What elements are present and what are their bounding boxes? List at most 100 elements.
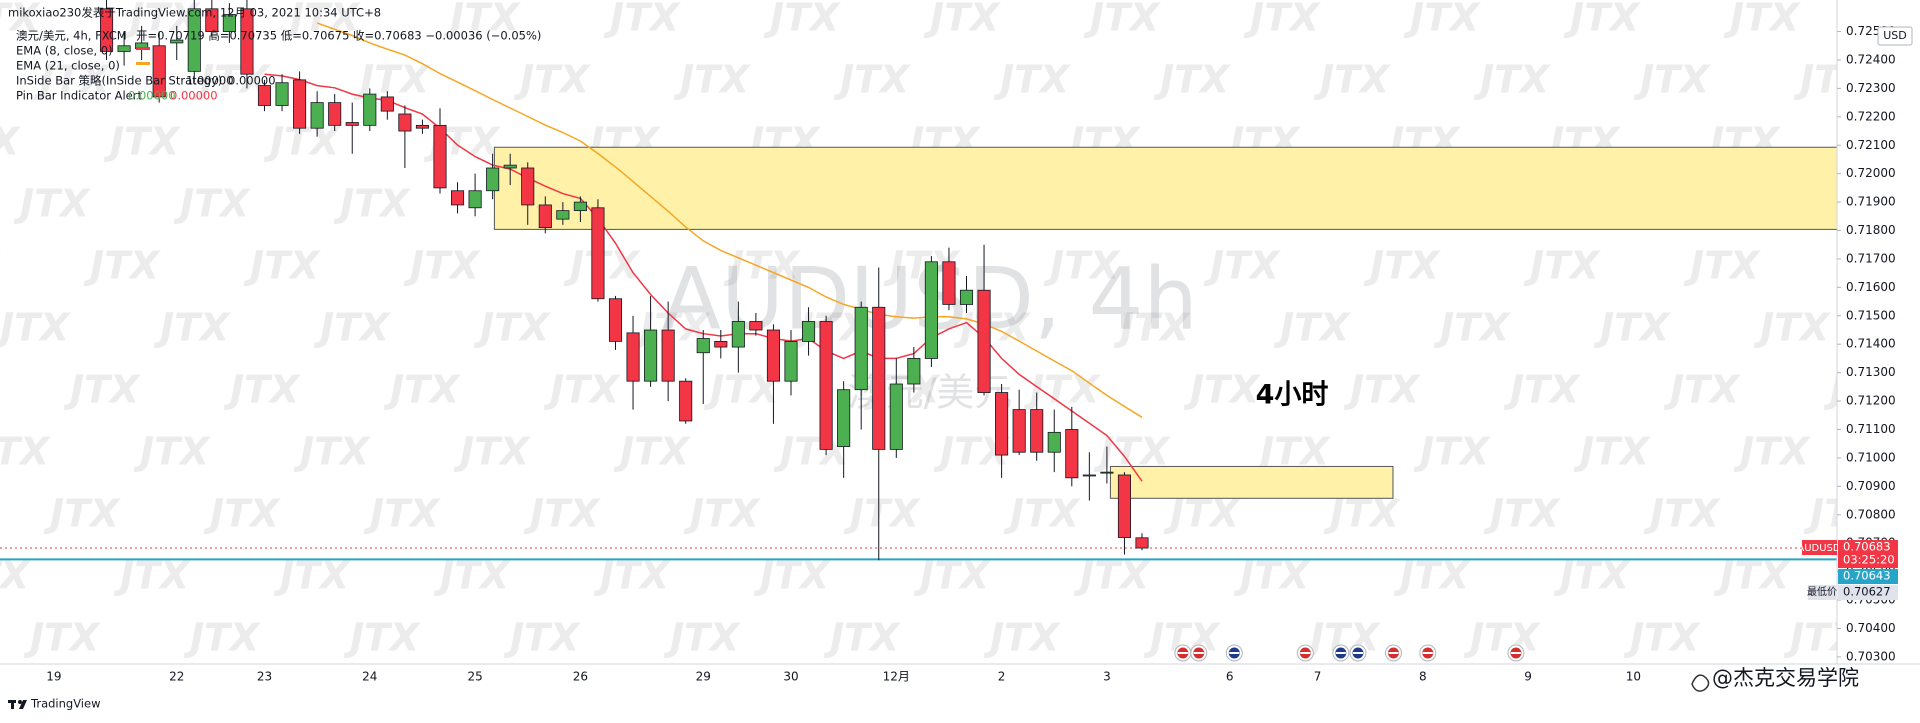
watermark-logo: JTX	[133, 430, 211, 474]
symbol-tag	[1802, 540, 1837, 556]
watermark-logo: JTX	[1723, 0, 1801, 40]
watermark-logo: JTX	[663, 616, 741, 660]
indicator-value: 0.00000	[228, 74, 276, 88]
author-icon	[1691, 674, 1710, 692]
low-tag-value: 0.70627	[1843, 585, 1891, 599]
candle-body	[310, 102, 324, 129]
candle-body	[661, 329, 675, 382]
watermark-logo: JTX	[473, 306, 551, 350]
symbol-tag-label: AUDUSD	[1797, 543, 1841, 554]
x-tick-label: 8	[1419, 670, 1427, 684]
candle-body	[977, 289, 991, 393]
x-tick-label: 3	[1103, 670, 1111, 684]
candle-body	[1047, 431, 1061, 453]
candle-body	[450, 190, 465, 206]
candle-body	[222, 14, 236, 32]
watermark-logo: JTX	[1753, 306, 1831, 350]
candle-body	[556, 210, 570, 220]
event-flag-stripe	[1177, 652, 1188, 654]
logo-shape	[18, 700, 22, 704]
h-line-tag	[1838, 569, 1898, 585]
indicator-value: 0.00000	[170, 89, 218, 103]
y-tick-label: 0.72100	[1846, 138, 1896, 152]
candle-body	[907, 358, 921, 385]
watermark-logo: JTX	[1413, 430, 1491, 474]
candle-body	[872, 306, 886, 450]
watermark-logo: JTX	[343, 616, 421, 660]
legend-entry: EMA (21, close, 0)	[16, 59, 120, 73]
watermark-logo: JTX	[843, 492, 921, 536]
candle-body	[766, 329, 780, 382]
y-tick-label: 0.72300	[1846, 81, 1896, 95]
y-tick-label: 0.70300	[1846, 649, 1896, 663]
x-tick-label: 26	[573, 670, 588, 684]
event-flag-stripe	[1510, 652, 1521, 654]
watermark-logo: JTX	[1503, 368, 1581, 412]
watermark-logo: JTX	[1523, 244, 1601, 288]
watermark-logo: JTX	[1183, 368, 1261, 412]
watermark-logo: JTX	[1473, 58, 1551, 102]
x-tick-label: 29	[696, 670, 711, 684]
event-flag-stripe	[1335, 652, 1346, 654]
watermark-logo: JTX	[1113, 306, 1191, 350]
candle-body	[170, 39, 184, 44]
publisher: mikoxiao230发表于TradingView.com, 12月 03, 2…	[8, 6, 381, 20]
author-icon-shape	[1691, 674, 1710, 692]
candle-body	[696, 338, 710, 354]
x-tick-label: 2	[998, 670, 1006, 684]
watermark-logo: JTX	[443, 0, 521, 40]
watermark-logo: JTX	[173, 182, 251, 226]
candle-body	[152, 45, 166, 98]
watermark-logo: JTX	[603, 0, 681, 40]
x-tick-label: 7	[1314, 670, 1322, 684]
watermark-logo: JTX	[333, 182, 411, 226]
watermark-logo: JTX	[1683, 244, 1761, 288]
watermark-logo: JTX	[313, 306, 391, 350]
last-price-tag	[1838, 540, 1898, 569]
watermark-logo: JTX	[1643, 492, 1721, 536]
y-tick-label: 0.71300	[1846, 365, 1896, 379]
symbol-line: 澳元/美元, 4h, FXCM	[16, 29, 127, 43]
watermark-logo: JTX	[1163, 492, 1241, 536]
watermark-logo: JTX	[283, 0, 361, 40]
watermark-logo: JTX	[0, 0, 41, 40]
watermark-logo: JTX	[923, 0, 1001, 40]
indicator-value: 0.00000	[128, 89, 176, 103]
x-tick-label: 19	[46, 670, 61, 684]
watermark-logo: JTX	[673, 58, 751, 102]
candle-body	[1117, 474, 1131, 538]
annotation: 4小时	[1256, 380, 1329, 411]
candle-body	[486, 167, 500, 192]
watermark-logo: JTX	[1663, 368, 1741, 412]
watermark-logo: JTX	[13, 182, 91, 226]
y-tick-label: 0.72200	[1846, 109, 1896, 123]
currency: USD	[1883, 29, 1907, 42]
watermark-logo: JTX	[1593, 306, 1671, 350]
candle-body	[538, 204, 552, 229]
x-tick-label: 23	[257, 670, 272, 684]
watermark-logo: JTX	[23, 616, 101, 660]
candle-body	[257, 85, 272, 106]
watermark-logo: JTX	[1463, 616, 1541, 660]
candle-body	[187, 8, 201, 72]
x-tick-label: 10	[1626, 670, 1641, 684]
low-tag-box	[1808, 585, 1836, 601]
candle-body	[837, 389, 851, 447]
event-flag-stripe	[1388, 652, 1399, 654]
watermark-logo: JTX	[1483, 492, 1561, 536]
watermark-logo: JTX	[113, 554, 191, 598]
watermark-logo: JTX	[1153, 58, 1231, 102]
watermark-logo: JTX	[33, 58, 111, 102]
candle-body	[784, 340, 798, 382]
ohlc-line: 开=0.70719 高=0.70735 低=0.70675 收=0.70683 …	[136, 29, 541, 43]
low-tag-value-box	[1838, 585, 1898, 601]
candle-body	[1082, 474, 1096, 477]
watermark-logo: JTX	[0, 554, 31, 598]
y-tick-label: 0.71600	[1846, 280, 1896, 294]
candle-body	[942, 261, 956, 305]
x-tick-label: 6	[1226, 670, 1234, 684]
zone	[493, 146, 1837, 230]
candle-body	[1135, 537, 1149, 549]
y-tick-label: 0.70800	[1846, 507, 1896, 521]
candle-body	[679, 380, 693, 422]
